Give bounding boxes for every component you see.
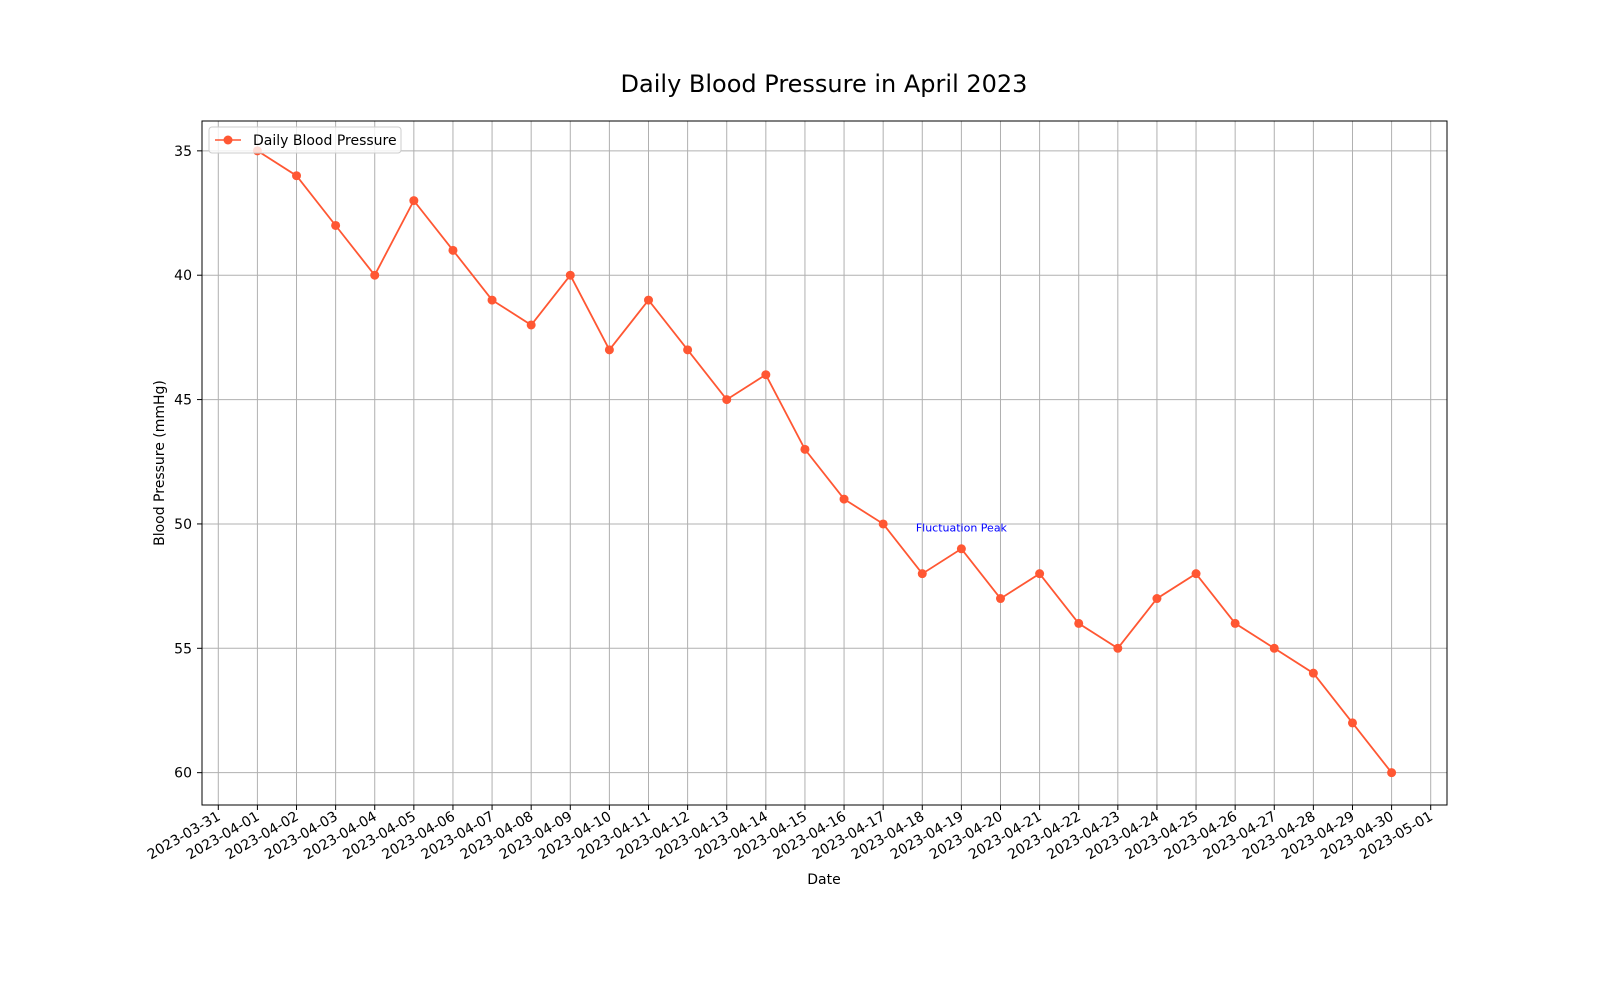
data-point bbox=[409, 196, 419, 206]
y-tick-label: 35 bbox=[174, 144, 192, 160]
data-point bbox=[526, 320, 536, 330]
data-point bbox=[1113, 643, 1123, 653]
data-point bbox=[448, 245, 458, 255]
data-point bbox=[1269, 643, 1279, 653]
x-axis-label: Date bbox=[807, 872, 840, 888]
data-point bbox=[487, 295, 497, 305]
legend-label: Daily Blood Pressure bbox=[253, 133, 397, 149]
chart-title: Daily Blood Pressure in April 2023 bbox=[621, 70, 1028, 98]
data-point bbox=[370, 270, 380, 280]
data-point bbox=[1347, 718, 1357, 728]
data-point bbox=[722, 395, 732, 405]
y-tick-label: 60 bbox=[174, 766, 192, 782]
data-point bbox=[1152, 594, 1162, 604]
data-point bbox=[1308, 668, 1318, 678]
legend: Daily Blood Pressure bbox=[208, 126, 402, 154]
y-tick-label: 45 bbox=[174, 393, 192, 409]
data-point bbox=[292, 171, 302, 181]
y-tick-label: 50 bbox=[174, 517, 192, 533]
annotations: Fluctuation Peak bbox=[916, 521, 1008, 534]
data-point bbox=[604, 345, 614, 355]
data-point bbox=[644, 295, 654, 305]
y-tick-label: 55 bbox=[174, 641, 192, 657]
data-point bbox=[761, 370, 771, 380]
data-point bbox=[565, 270, 575, 280]
data-point bbox=[1230, 618, 1240, 628]
data-point bbox=[839, 494, 849, 504]
y-axis-label: Blood Pressure (mmHg) bbox=[152, 380, 168, 546]
data-point bbox=[1074, 618, 1084, 628]
data-point bbox=[956, 544, 966, 554]
legend-box bbox=[208, 126, 402, 154]
annotation-label: Fluctuation Peak bbox=[916, 521, 1008, 534]
legend-marker bbox=[223, 135, 233, 145]
data-point bbox=[917, 569, 927, 579]
y-axis: 35 40 45 50 55 60 bbox=[174, 144, 202, 782]
data-point bbox=[995, 594, 1005, 604]
data-point bbox=[683, 345, 693, 355]
data-point bbox=[331, 220, 341, 230]
data-point bbox=[1035, 569, 1045, 579]
y-tick-label: 40 bbox=[174, 268, 192, 284]
plot-area bbox=[201, 120, 1448, 806]
series-line bbox=[256, 150, 1393, 774]
grid bbox=[202, 121, 1447, 805]
data-point bbox=[800, 444, 810, 454]
data-series bbox=[252, 146, 1397, 778]
x-axis: 2023-03-312023-04-012023-04-022023-04-03… bbox=[145, 805, 1436, 863]
data-point bbox=[1387, 768, 1397, 778]
data-point bbox=[878, 519, 888, 529]
data-point bbox=[1191, 569, 1201, 579]
